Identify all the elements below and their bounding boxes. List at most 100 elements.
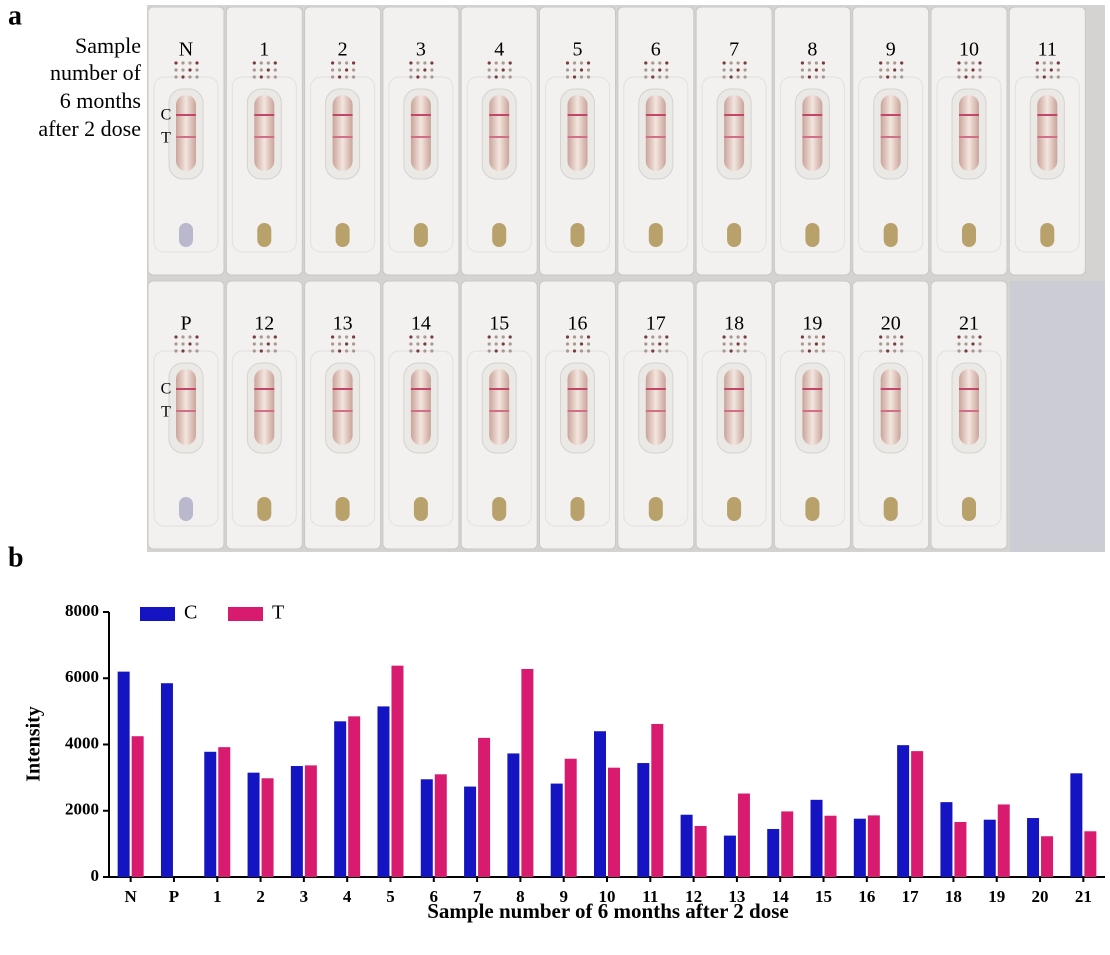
strip-dot (800, 349, 805, 353)
strip-dot (423, 68, 427, 72)
x-tick-label: 9 (559, 887, 568, 906)
bar (781, 811, 794, 877)
bar (694, 825, 707, 877)
strip-dot (409, 349, 413, 353)
strip-dot (1035, 75, 1039, 79)
strip-window (567, 369, 588, 445)
strip-dot (195, 335, 199, 339)
strip-dot (1056, 61, 1060, 65)
bar (983, 819, 996, 877)
strip-dot (736, 349, 740, 353)
side-label: 6 months (60, 88, 141, 113)
strip-dot (494, 61, 498, 65)
strip-label: 4 (494, 39, 504, 61)
strip-dot (957, 349, 961, 353)
strip-window (880, 95, 901, 171)
strip-dot (743, 342, 747, 346)
bar (680, 814, 693, 877)
strip-window (489, 95, 510, 171)
strip-dot (743, 349, 747, 353)
strip-dot (807, 75, 812, 79)
strip-dot (487, 68, 491, 72)
strip-dot (565, 335, 570, 339)
strip-dot (338, 335, 342, 339)
sample-well (727, 223, 742, 247)
strip-label: 21 (959, 313, 979, 335)
strip-dot (259, 75, 263, 79)
strip-dot (273, 75, 277, 79)
x-tick-label: 18 (945, 887, 962, 906)
bar (867, 815, 880, 877)
strip-dot (665, 61, 669, 65)
strip-dot (174, 68, 178, 72)
strip-dot (900, 342, 904, 346)
strip-dot (886, 335, 890, 339)
bar (334, 721, 347, 877)
strip-dot (800, 342, 805, 346)
sample-well (413, 497, 428, 521)
bar (767, 828, 780, 877)
strip-dot (722, 335, 726, 339)
strip-inner (858, 350, 924, 527)
strip-dot (252, 68, 256, 72)
strip-dot (1035, 68, 1039, 72)
strip-inner (310, 76, 376, 253)
strip-dot (736, 61, 740, 65)
strip-dot (352, 349, 356, 353)
bar (737, 793, 750, 877)
strip-dot (345, 61, 349, 65)
strip-dot (195, 61, 199, 65)
strip-dot (964, 349, 968, 353)
strip-dot (501, 349, 505, 353)
strip-dot (729, 342, 733, 346)
sample-well (883, 497, 898, 521)
legend-label: T (272, 602, 284, 624)
strip-dot (893, 61, 897, 65)
strip-dot (174, 342, 178, 346)
strip-dot (651, 342, 655, 346)
strip-dot (665, 342, 669, 346)
bar (117, 671, 130, 877)
bar (160, 683, 173, 877)
strip-dot (964, 335, 968, 339)
strip-dot (978, 61, 982, 65)
strip-dot (409, 342, 413, 346)
strip-dot (579, 68, 584, 72)
strip-dot (345, 68, 349, 72)
strip-dot (494, 349, 498, 353)
x-tick-label: 19 (988, 887, 1005, 906)
strip-dot (409, 68, 413, 72)
strip-window (724, 95, 745, 171)
sample-well (492, 223, 507, 247)
strip-dot (487, 61, 491, 65)
strip-window (1037, 95, 1058, 171)
sample-well (648, 223, 663, 247)
strip-dot (644, 335, 648, 339)
strip-dot (188, 61, 192, 65)
legend-swatch (228, 607, 263, 621)
strip-dot (331, 75, 335, 79)
strip-dot (508, 75, 512, 79)
strip-dot (501, 75, 505, 79)
x-tick-label: 16 (858, 887, 875, 906)
photo-empty-area (1010, 281, 1105, 552)
y-tick-label: 6000 (65, 667, 99, 686)
strip-dot (743, 75, 747, 79)
strip-dot (821, 61, 826, 65)
strip-window (410, 95, 431, 171)
strip-dot (644, 75, 648, 79)
strip-window (410, 369, 431, 445)
bar (290, 766, 303, 877)
strip-dot (978, 349, 982, 353)
t-label: T (161, 130, 171, 147)
sample-well (570, 223, 585, 247)
strip-dot (345, 75, 349, 79)
strip-dot (814, 342, 819, 346)
strip-dot (188, 335, 192, 339)
strip-dot (423, 75, 427, 79)
strip-dot (174, 335, 178, 339)
strip-dot (416, 349, 420, 353)
bar (824, 815, 837, 877)
strip-dot (430, 342, 434, 346)
